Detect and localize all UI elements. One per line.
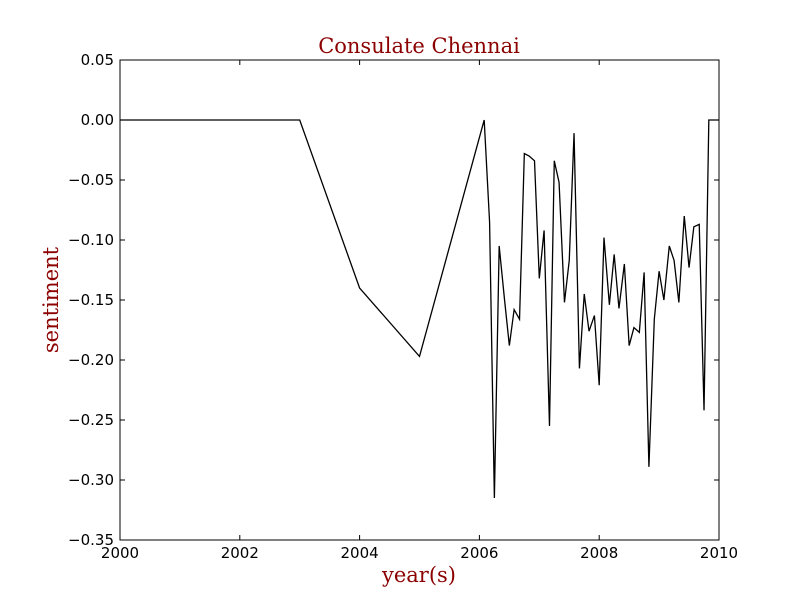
axis-ticks: 2000 2002 2004 2006 2008 2010 0.05 0.00 −0.05 −0.… bbox=[68, 51, 738, 562]
x-tick-label: 2002 bbox=[221, 544, 259, 562]
plot-frame bbox=[119, 59, 720, 541]
y-tick-label: −0.20 bbox=[68, 351, 114, 369]
x-tick-label: 2000 bbox=[101, 544, 139, 562]
y-tick-label: −0.25 bbox=[68, 411, 114, 429]
x-tick-label: 2004 bbox=[341, 544, 379, 562]
sentiment-line bbox=[120, 119, 719, 499]
y-tick-label: 0.00 bbox=[81, 111, 114, 129]
y-tick-label: −0.10 bbox=[68, 231, 114, 249]
x-axis-title: year(s) bbox=[381, 563, 456, 587]
series-layer bbox=[120, 119, 719, 499]
y-tick-label: −0.35 bbox=[68, 531, 114, 549]
x-tick-label: 2008 bbox=[580, 544, 618, 562]
y-tick-label: −0.05 bbox=[68, 171, 114, 189]
y-axis-title: sentiment bbox=[39, 246, 63, 353]
y-tick-label: −0.15 bbox=[68, 291, 114, 309]
x-tick-label: 2010 bbox=[700, 544, 738, 562]
chart-title: Consulate Chennai bbox=[318, 34, 520, 58]
y-tick-label: −0.30 bbox=[68, 471, 114, 489]
x-tick-label: 2006 bbox=[460, 544, 498, 562]
y-tick-label: 0.05 bbox=[81, 51, 114, 69]
